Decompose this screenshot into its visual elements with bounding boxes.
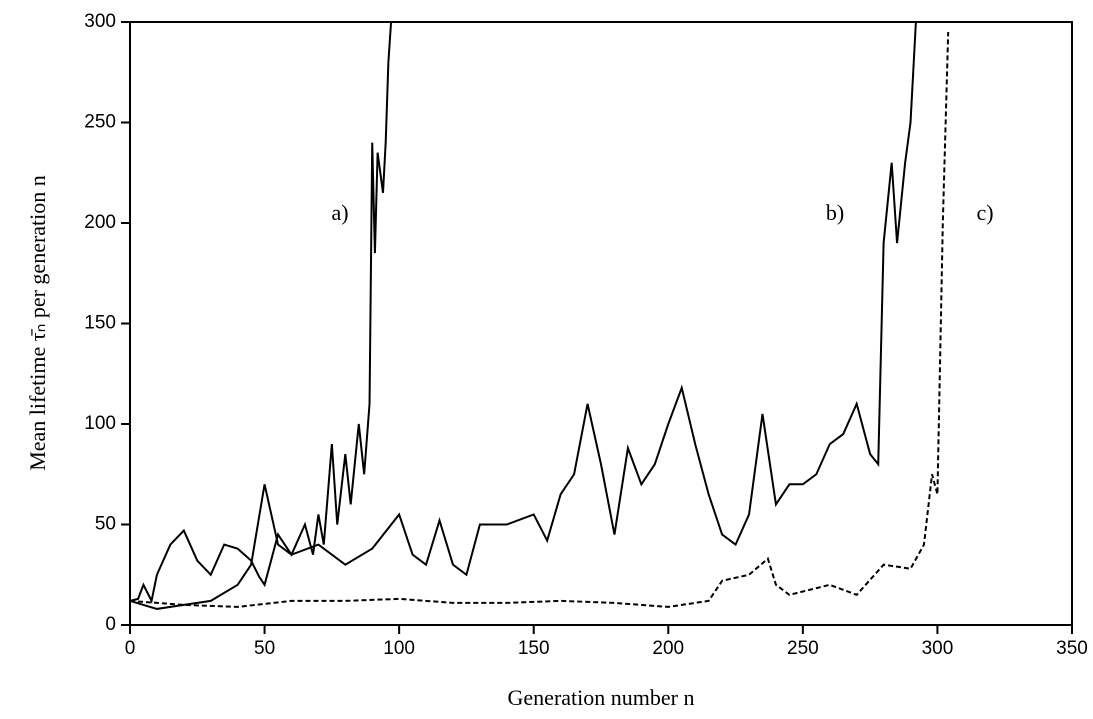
series-label: b)	[826, 200, 844, 225]
series-line	[130, 22, 917, 610]
series-line	[130, 32, 950, 608]
x-tick-label: 350	[1056, 638, 1088, 659]
x-axis-label: Generation number n	[508, 685, 695, 710]
x-tick-label: 300	[922, 638, 954, 659]
y-axis-label: Mean lifetime τ̄ₙ per generation n	[25, 175, 50, 471]
y-tick-label: 0	[105, 614, 116, 635]
series-line	[130, 22, 393, 604]
y-tick-label: 100	[84, 413, 116, 434]
x-tick-label: 150	[518, 638, 550, 659]
x-tick-label: 0	[125, 638, 136, 659]
y-tick-label: 150	[84, 313, 116, 334]
y-tick-label: 200	[84, 212, 116, 233]
x-tick-label: 50	[254, 638, 275, 659]
series-label: a)	[331, 200, 348, 225]
x-tick-label: 100	[383, 638, 415, 659]
x-tick-label: 200	[652, 638, 684, 659]
x-tick-label: 250	[787, 638, 819, 659]
y-tick-label: 300	[84, 11, 116, 32]
y-tick-label: 250	[84, 112, 116, 133]
y-tick-label: 50	[95, 514, 116, 535]
plot-frame	[129, 21, 1073, 626]
series-label: c)	[976, 200, 993, 225]
